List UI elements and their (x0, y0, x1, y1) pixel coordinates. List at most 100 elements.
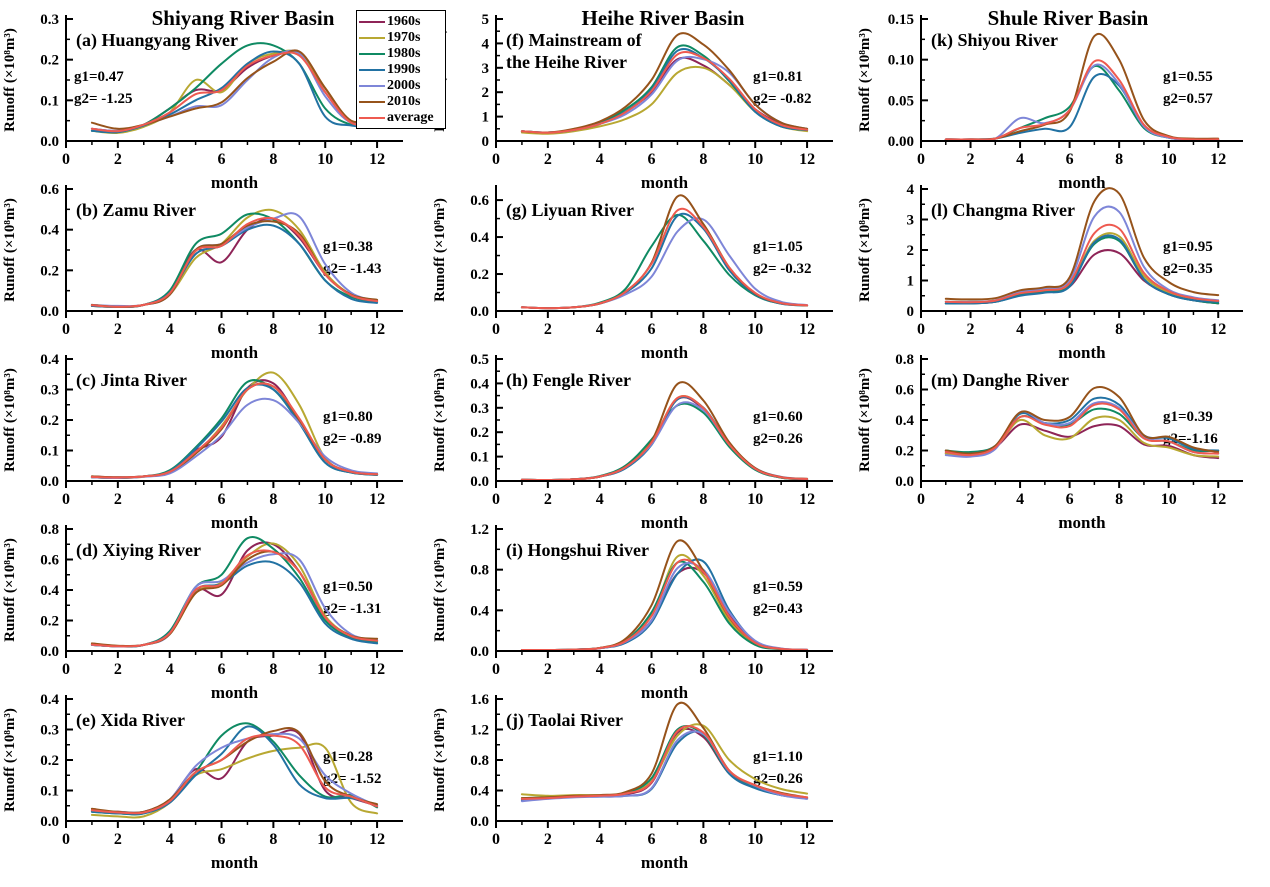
legend-line-swatch-1970s (359, 37, 385, 39)
x-tick-label: 2 (114, 321, 122, 338)
y-tick-label: 0.4 (895, 413, 914, 429)
g1-annotation: g1=1.05 (753, 239, 803, 255)
x-tick-label: 6 (648, 831, 656, 848)
subplot-title: the Heihe River (506, 52, 627, 72)
y-tick-label: 5 (482, 13, 490, 28)
legend-line-swatch-2000s (359, 85, 385, 87)
g2-annotation: g2= -1.31 (323, 601, 382, 617)
y-axis-label: Runoff (×10⁸m³) (432, 198, 448, 302)
x-axis-label: month (641, 343, 689, 361)
x-tick-label: 10 (747, 661, 763, 678)
g1-annotation: g1=0.60 (753, 409, 803, 425)
y-tick-label: 1 (482, 110, 490, 126)
legend-item-label: 1980s (387, 46, 421, 61)
y-tick-label: 0.6 (40, 553, 59, 569)
subplot-e-svg: 0 2 4 6 8 10 12 0.0 0.1 0.2 0.3 0.4 month Runoff (×10… (2, 692, 403, 872)
y-tick-label: 0.4 (40, 583, 59, 599)
x-tick-label: 0 (492, 321, 500, 338)
subplot-title: (h) Fengle River (506, 370, 631, 391)
x-tick-label: 6 (1066, 491, 1074, 508)
x-tick-label: 4 (166, 151, 174, 168)
g2-annotation: g2=0.26 (753, 771, 803, 787)
x-tick-label: 6 (218, 151, 226, 168)
g2-annotation: g2= -1.25 (74, 91, 133, 107)
y-tick-label: 0.6 (470, 193, 489, 209)
basin-title-heihe: Heihe River Basin (581, 6, 745, 30)
series-path-average (90, 216, 379, 308)
x-tick-label: 0 (62, 151, 70, 168)
x-tick-label: 10 (317, 661, 333, 678)
x-tick-label: 8 (269, 491, 277, 508)
x-tick-label: 10 (317, 151, 333, 168)
subplot-i: 0 2 4 6 8 10 12 0.0 0.4 0.8 1.2 month Runoff (×10⁸m³… (430, 522, 855, 702)
subplot-j-svg: 0 2 4 6 8 10 12 0.0 0.4 0.8 1.2 1.6 month Runoff (×10… (432, 692, 833, 872)
y-axis-label: Runoff (×10⁸m³) (857, 368, 873, 472)
x-tick-label: 0 (62, 831, 70, 848)
y-axis-label: Runoff (×10⁸m³) (432, 708, 448, 812)
series-path-average (520, 51, 809, 134)
x-tick-label: 4 (596, 661, 604, 678)
x-tick-label: 4 (1016, 151, 1024, 168)
legend: 1960s 1970s 1980s 1990s 2000s 2010s average (356, 10, 446, 129)
x-tick-label: 4 (166, 491, 174, 508)
x-axis-label: month (211, 853, 259, 871)
subplot-title: (l) Changma River (931, 200, 1075, 221)
y-tick-label: 0.2 (895, 444, 914, 460)
x-tick-label: 2 (114, 491, 122, 508)
x-tick-label: 8 (1115, 321, 1123, 338)
subplot-title: (k) Shiyou River (931, 30, 1058, 51)
y-tick-label: 0.8 (470, 563, 489, 579)
x-tick-label: 12 (1210, 321, 1226, 338)
x-tick-label: 10 (747, 321, 763, 338)
subplot-l: 0 2 4 6 8 10 12 0 1 2 3 4 month Runoff (×10⁸m³) (l) Ch… (855, 182, 1265, 362)
x-tick-label: 2 (544, 321, 552, 338)
legend-line-swatch-1980s (359, 53, 385, 55)
x-tick-label: 8 (269, 321, 277, 338)
y-tick-label: 1.6 (470, 693, 489, 708)
y-axis-label: Runoff (×10⁸m³) (857, 28, 873, 132)
series-path-average (90, 734, 379, 815)
g2-annotation: g2= -0.89 (323, 431, 382, 447)
series-path-2000s (90, 552, 379, 648)
x-tick-label: 8 (269, 831, 277, 848)
x-tick-label: 12 (369, 661, 385, 678)
legend-item-label: 2010s (387, 94, 421, 109)
series-path-average (520, 558, 809, 650)
x-tick-label: 0 (62, 491, 70, 508)
x-tick-label: 10 (317, 491, 333, 508)
x-tick-label: 2 (967, 491, 975, 508)
x-tick-label: 8 (699, 491, 707, 508)
x-tick-label: 12 (799, 831, 815, 848)
x-tick-label: 12 (369, 831, 385, 848)
x-tick-label: 4 (166, 831, 174, 848)
x-tick-label: 6 (1066, 151, 1074, 168)
series-path-2010s (944, 187, 1220, 301)
subplot-f: 024681012012345monthRunoff (×10⁸m³)(f) M… (430, 12, 855, 192)
y-tick-label: 0.0 (470, 474, 489, 490)
y-axis-label: Runoff (×10⁸m³) (2, 368, 18, 472)
y-axis-label: Runoff (×10⁸m³) (432, 368, 448, 472)
x-axis-label: month (641, 853, 689, 871)
x-tick-label: 10 (1161, 491, 1177, 508)
y-tick-label: 0.1 (470, 450, 489, 466)
y-tick-label: 0.8 (40, 523, 59, 538)
series-group (90, 208, 379, 308)
subplot-d-svg: 0 2 4 6 8 10 12 0.0 0.2 0.4 0.6 0.8 month Runoff (×10… (2, 522, 403, 702)
g2-annotation: g2= -1.52 (323, 771, 382, 787)
x-tick-label: 8 (269, 661, 277, 678)
x-tick-label: 6 (648, 151, 656, 168)
g2-annotation: g2= -0.32 (753, 261, 812, 277)
y-tick-label: 1.2 (470, 523, 489, 538)
legend-line-swatch-1990s (359, 69, 385, 71)
y-tick-label: 0.15 (888, 13, 914, 28)
x-axis-label: month (211, 173, 259, 191)
g1-annotation: g1=0.38 (323, 239, 373, 255)
subplot-i-svg: 0 2 4 6 8 10 12 0.0 0.4 0.8 1.2 month Runoff (×10⁸m³… (432, 522, 833, 702)
y-tick-label: 1 (907, 274, 915, 290)
x-tick-label: 2 (544, 661, 552, 678)
g1-annotation: g1=0.80 (323, 409, 373, 425)
y-tick-label: 0.8 (895, 353, 914, 368)
y-tick-label: 0.6 (895, 383, 914, 399)
x-tick-label: 0 (62, 661, 70, 678)
